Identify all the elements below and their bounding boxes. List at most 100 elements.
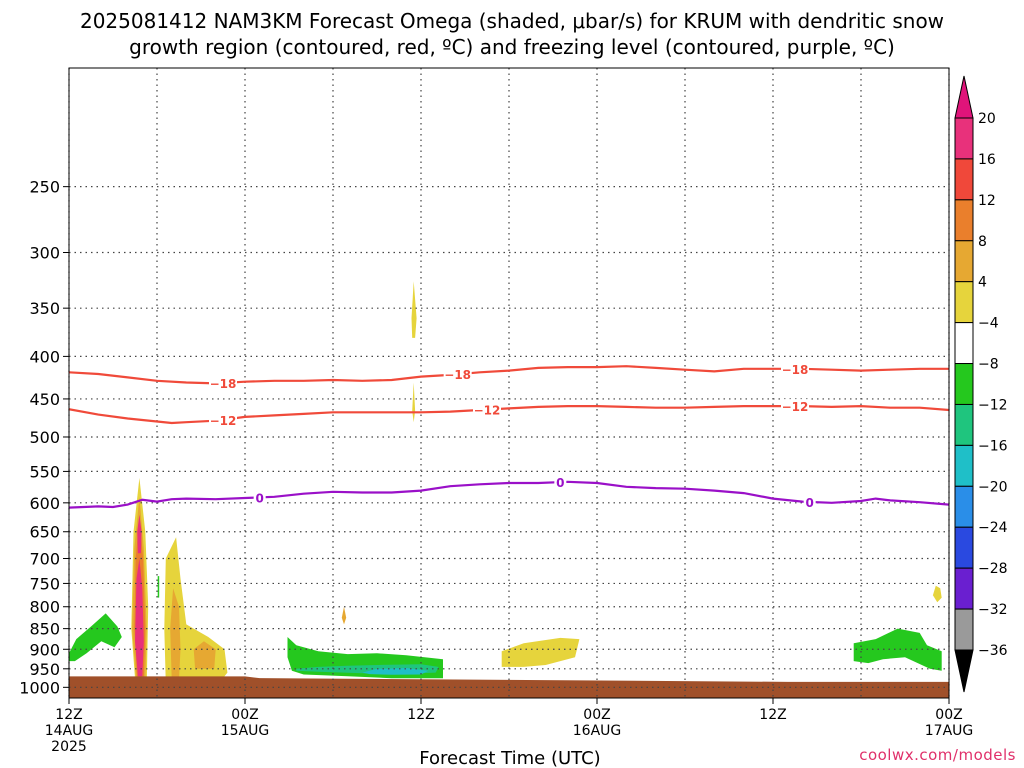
contour-label-bg <box>473 402 501 417</box>
colorbar-label-8: −16 <box>978 438 1008 454</box>
y-tick-label-350: 350 <box>29 299 60 318</box>
contour-label--18-0: −18 <box>210 377 237 391</box>
shaded-region-mid-yellow <box>501 637 580 667</box>
x-tick-label-24: 12Z <box>407 707 434 723</box>
contour-labels: −18 −18 −18 −12 −12 −12 0 0 0 <box>209 361 816 510</box>
contour-label-bg <box>781 361 809 376</box>
colorbar-swatch-2 <box>954 199 974 242</box>
y-tick-label-1000: 1000 <box>19 678 60 697</box>
y-tick-label-650: 650 <box>29 523 60 542</box>
y-tick-label-950: 950 <box>29 660 60 679</box>
contour-label--18-1: −18 <box>444 368 471 382</box>
shaded-region-east-green <box>853 628 942 671</box>
colorbar-label-12: −32 <box>978 602 1008 618</box>
contour-label-bg <box>443 367 472 382</box>
colorbar-bottom-arrow <box>954 649 974 693</box>
x-axis-label: Forecast Time (UTC) <box>419 748 600 768</box>
x-tick-date-60: 17AUG <box>925 723 974 739</box>
colorbar-label-1: 16 <box>978 152 996 168</box>
colorbar-swatch-3 <box>954 240 974 283</box>
omega-shading <box>69 281 942 688</box>
contour-label--12-0: −12 <box>210 414 237 428</box>
contour-label-bg <box>209 375 237 390</box>
colorbar: 20 16 12 8 4 −4 −8 −12 −16 −20 −24 −28 −32 −36 <box>954 75 1008 693</box>
x-tick-label-36: 00Z <box>583 707 610 723</box>
y-tick-label-900: 900 <box>29 640 60 659</box>
y-tick-label-800: 800 <box>29 598 60 617</box>
shaded-region-green-streak <box>157 576 160 598</box>
shaded-region-mid-yellow-drop <box>341 606 347 625</box>
shaded-region-central-cyan <box>362 668 429 675</box>
colorbar-label-13: −36 <box>978 643 1008 659</box>
contour-label-0-1: 0 <box>556 476 564 490</box>
colorbar-swatch-11 <box>954 567 974 610</box>
shaded-region-mid-yellow-sliver <box>412 382 416 423</box>
grid-lines <box>68 68 950 698</box>
colorbar-swatch-0 <box>954 117 974 160</box>
shaded-region-upper-yellow <box>411 281 417 338</box>
plot-frame <box>68 67 950 699</box>
colorbar-swatch-9 <box>954 485 974 528</box>
colorbar-label-5: −4 <box>978 316 999 332</box>
x-tick-date-0: 14AUG <box>45 723 94 739</box>
x-tick-date-12: 15AUG <box>221 723 270 739</box>
contour-label--12-1: −12 <box>474 404 501 418</box>
y-tick-label-600: 600 <box>29 494 60 513</box>
chart-title-line2: growth region (contoured, red, ºC) and f… <box>129 35 895 59</box>
y-tick-label-500: 500 <box>29 428 60 447</box>
colorbar-top-arrow <box>954 75 974 119</box>
colorbar-label-7: −12 <box>978 397 1008 413</box>
colorbar-label-6: −8 <box>978 357 999 373</box>
y-tick-label-400: 400 <box>29 347 60 366</box>
shaded-region-updraft-2-8 <box>170 588 181 680</box>
colorbar-swatch-13 <box>954 608 974 651</box>
y-tick-label-300: 300 <box>29 243 60 262</box>
contour-label-bg <box>781 399 809 414</box>
y-tick-label-850: 850 <box>29 620 60 639</box>
shaded-region-west-green <box>69 613 122 662</box>
colorbar-label-2: 12 <box>978 193 996 209</box>
colorbar-swatch-4 <box>954 281 974 324</box>
shaded-region-updraft-core-20 <box>135 558 144 677</box>
colorbar-label-10: −24 <box>978 520 1008 536</box>
contour-label--18-2: −18 <box>782 363 809 377</box>
shaded-region-updraft-top-20 <box>137 514 142 554</box>
colorbar-label-9: −20 <box>978 479 1008 495</box>
x-tick-year-0: 2025 <box>51 739 87 755</box>
colorbar-swatch-7 <box>954 403 974 446</box>
contour-label-0-2: 0 <box>805 496 813 510</box>
y-tick-label-550: 550 <box>29 462 60 481</box>
colorbar-swatch-10 <box>954 526 974 569</box>
y-tick-label-750: 750 <box>29 574 60 593</box>
contour-label-bg <box>803 494 816 509</box>
contour-label-0-0: 0 <box>255 491 263 505</box>
contour-label-bg <box>554 475 567 490</box>
contour-label-bg <box>209 412 237 427</box>
colorbar-swatch-6 <box>954 363 974 405</box>
chart-title-line1: 2025081412 NAM3KM Forecast Omega (shaded… <box>80 9 944 33</box>
x-tick-label-0: 12Z <box>55 707 82 723</box>
x-tick-label-48: 12Z <box>759 707 786 723</box>
credit-text: coolwx.com/models <box>859 746 1016 764</box>
x-tick-date-36: 16AUG <box>573 723 622 739</box>
contour-label-bg <box>253 490 266 505</box>
x-tick-label-12: 00Z <box>231 707 258 723</box>
y-tick-label-450: 450 <box>29 390 60 409</box>
colorbar-label-0: 20 <box>978 111 996 127</box>
colorbar-swatch-8 <box>954 444 974 487</box>
colorbar-swatch-5 <box>954 322 974 365</box>
y-axis-ticks: 2503003504004505005506006507007508008509… <box>19 178 69 697</box>
y-tick-label-250: 250 <box>29 178 60 197</box>
colorbar-label-11: −28 <box>978 561 1008 577</box>
colorbar-label-3: 8 <box>978 234 987 250</box>
shaded-region-updraft-2-8b <box>193 641 216 669</box>
x-tick-label-60: 00Z <box>935 707 962 723</box>
colorbar-label-4: 4 <box>978 275 987 291</box>
colorbar-swatch-1 <box>954 158 974 201</box>
contour-label--12-2: −12 <box>782 400 809 414</box>
y-tick-label-700: 700 <box>29 550 60 569</box>
shaded-region-east-yellow-blob <box>932 585 942 603</box>
contour-line--18 <box>69 365 949 385</box>
